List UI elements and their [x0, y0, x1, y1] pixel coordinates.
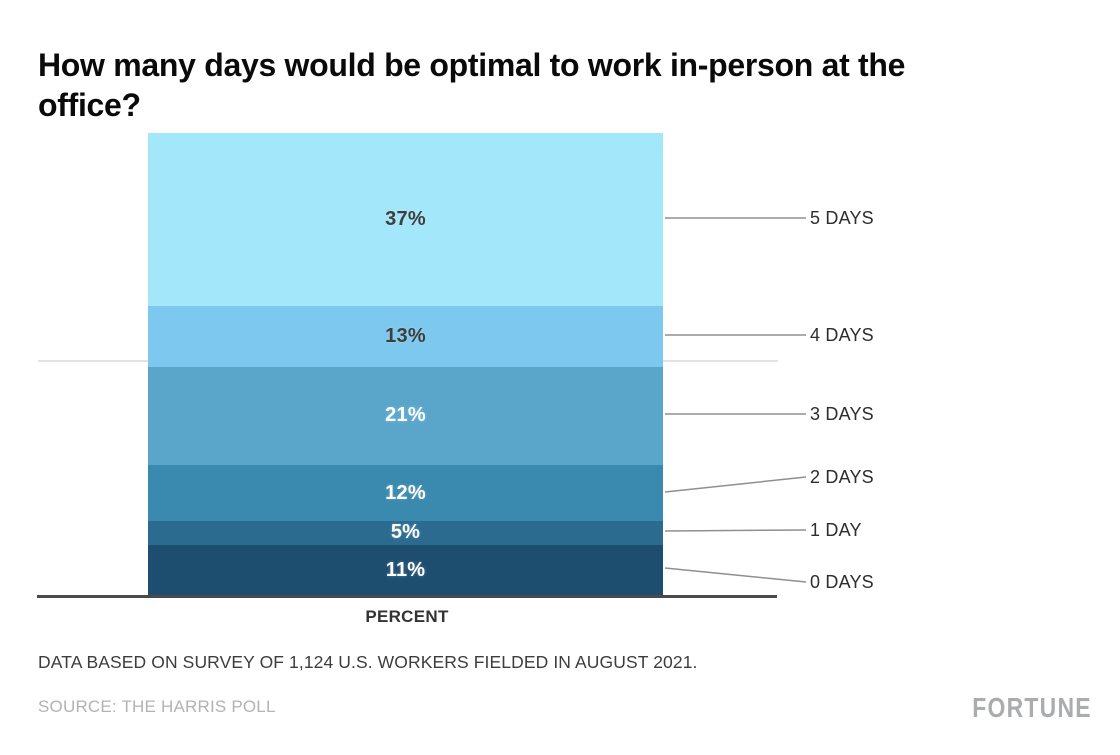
leader-line-2-days — [664, 476, 807, 493]
segment-value-label: 5% — [390, 521, 421, 544]
bar-segment-0-days: 11% — [148, 544, 663, 597]
chart-title: How many days would be optimal to work i… — [38, 47, 906, 124]
segment-value-label: 11% — [385, 558, 426, 581]
bar-segment-2-days: 12% — [148, 465, 663, 522]
category-label-3-days: 3 DAYS — [810, 404, 874, 424]
category-label-4-days: 4 DAYS — [810, 325, 874, 345]
segment-value-label: 21% — [385, 404, 426, 427]
category-label-2-days: 2 DAYS — [810, 467, 874, 487]
bar-segment-3-days: 21% — [148, 366, 663, 466]
bar-segment-1-day: 5% — [148, 521, 663, 545]
x-axis-line — [37, 595, 777, 598]
bar-segment-5-days: 37% — [148, 133, 663, 307]
bar-segment-4-days: 13% — [148, 306, 663, 367]
category-label-5-days: 5 DAYS — [810, 208, 874, 228]
category-label-1-day: 1 DAY — [810, 520, 862, 540]
source-credit: SOURCE: THE HARRIS POLL — [38, 697, 276, 716]
segment-value-label: 13% — [385, 324, 426, 347]
leader-line-1-day — [664, 529, 807, 532]
stacked-bar: 37% 13% 21% 12% 5% 11% — [148, 133, 663, 597]
footnote: DATA BASED ON SURVEY OF 1,124 U.S. WORKE… — [38, 652, 698, 672]
category-label-0-days: 0 DAYS — [810, 572, 874, 592]
fortune-logo: FORTUNE — [972, 692, 1092, 723]
segment-value-label: 37% — [385, 208, 426, 231]
leader-line-0-days — [664, 567, 807, 583]
x-axis-label: PERCENT — [365, 607, 449, 626]
segment-value-label: 12% — [385, 481, 426, 504]
